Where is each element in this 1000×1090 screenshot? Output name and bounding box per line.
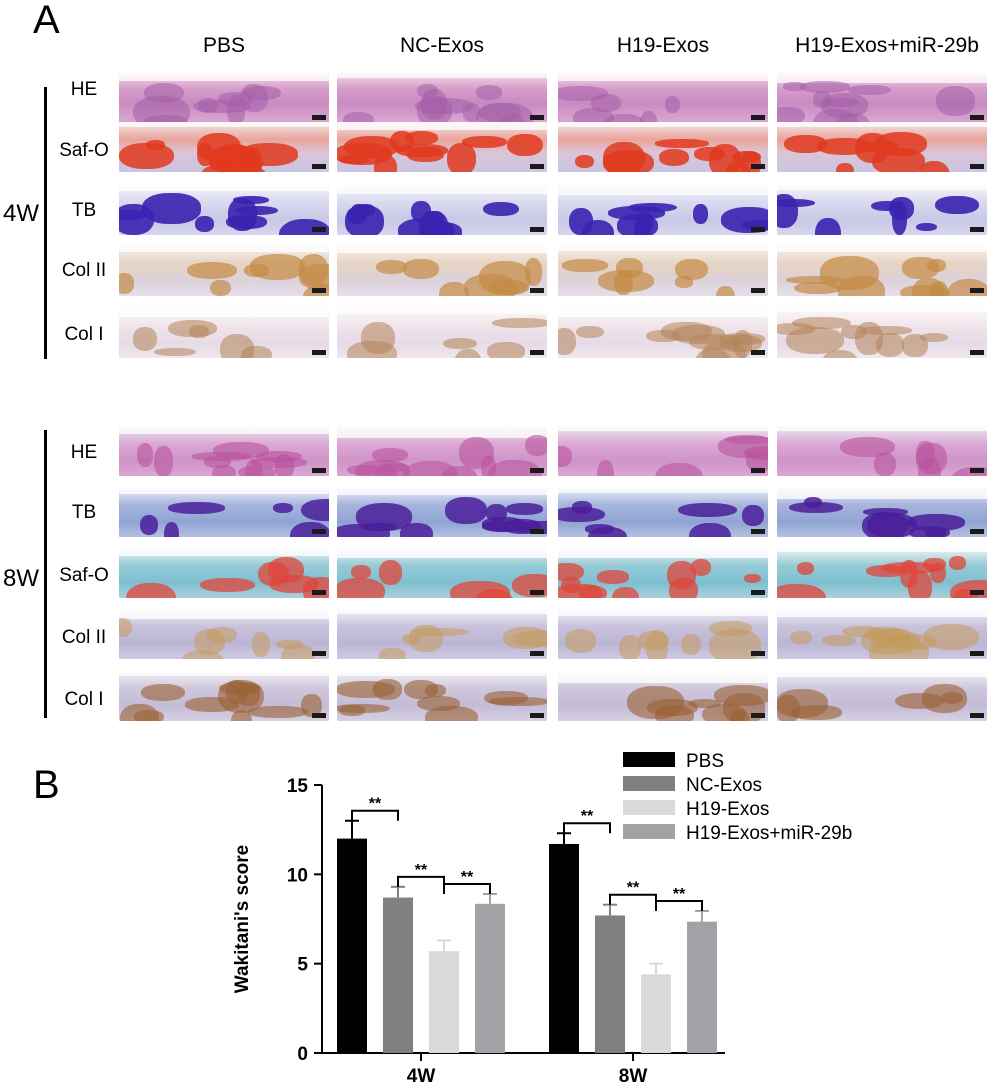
legend-swatch bbox=[623, 752, 675, 767]
bar bbox=[383, 897, 413, 1053]
histology-image bbox=[337, 426, 547, 476]
histology-image bbox=[777, 609, 987, 659]
histology-image bbox=[337, 308, 547, 358]
stain-label-8w-col2: Col II bbox=[61, 627, 107, 648]
y-tick-label: 10 bbox=[287, 865, 308, 886]
bar bbox=[641, 974, 671, 1053]
histology-image bbox=[777, 246, 987, 296]
column-header-pbs: PBS bbox=[202, 34, 246, 57]
legend-label: NC-Exos bbox=[686, 775, 762, 796]
histology-image bbox=[119, 426, 329, 476]
stain-label-4w-tb: TB bbox=[71, 200, 97, 221]
histology-image bbox=[337, 122, 547, 172]
stain-label-4w-col2: Col II bbox=[61, 260, 107, 281]
histology-image bbox=[777, 73, 987, 123]
bar bbox=[337, 838, 367, 1053]
column-header-h19-exos-mir29b: H19-Exos+miR-29b bbox=[795, 34, 979, 57]
week-4-bracket bbox=[44, 87, 47, 359]
y-axis-label: Wakitani's score bbox=[232, 845, 253, 993]
panel-a-label: A bbox=[33, 0, 60, 42]
column-header-h19-exos: H19-Exos bbox=[616, 34, 710, 57]
legend-swatch bbox=[623, 800, 675, 815]
legend-label: H19-Exos bbox=[686, 799, 769, 820]
histology-image bbox=[337, 487, 547, 537]
legend-label: PBS bbox=[686, 751, 724, 772]
histology-image bbox=[777, 185, 987, 235]
significance-label: ** bbox=[415, 862, 428, 879]
x-tick-label: 4W bbox=[407, 1066, 436, 1087]
stain-label-8w-tb: TB bbox=[71, 502, 97, 523]
legend-label: H19-Exos+miR-29b bbox=[686, 823, 852, 844]
bar bbox=[429, 951, 459, 1053]
histology-image bbox=[119, 671, 329, 721]
histology-image bbox=[558, 671, 768, 721]
x-tick-label: 8W bbox=[619, 1066, 648, 1087]
histology-image bbox=[558, 426, 768, 476]
y-tick-label: 5 bbox=[297, 955, 308, 976]
histology-image bbox=[777, 548, 987, 598]
legend-swatch bbox=[623, 824, 675, 839]
bar bbox=[549, 843, 579, 1053]
histology-image bbox=[558, 73, 768, 123]
significance-label: ** bbox=[581, 808, 594, 825]
histology-image bbox=[777, 122, 987, 172]
week-8-bracket bbox=[44, 430, 47, 718]
stain-label-8w-col1: Col I bbox=[64, 689, 104, 710]
y-tick-label: 15 bbox=[287, 776, 309, 797]
bar bbox=[475, 903, 505, 1053]
histology-image bbox=[119, 185, 329, 235]
column-header-nc-exos: NC-Exos bbox=[399, 34, 484, 57]
histology-image bbox=[337, 548, 547, 598]
histology-image bbox=[119, 246, 329, 296]
histology-image bbox=[337, 609, 547, 659]
histology-image bbox=[119, 487, 329, 537]
stain-label-8w-safo: Saf-O bbox=[59, 565, 109, 586]
significance-label: ** bbox=[627, 880, 640, 897]
histology-image bbox=[777, 308, 987, 358]
histology-image bbox=[119, 548, 329, 598]
histology-image bbox=[558, 122, 768, 172]
bar bbox=[687, 921, 717, 1053]
stain-label-4w-he: HE bbox=[70, 79, 98, 100]
stain-label-8w-he: HE bbox=[70, 442, 98, 463]
histology-image bbox=[119, 122, 329, 172]
histology-image bbox=[119, 609, 329, 659]
histology-image bbox=[558, 185, 768, 235]
legend-swatch bbox=[623, 776, 675, 791]
panel-b-label: B bbox=[33, 763, 60, 807]
histology-image bbox=[558, 487, 768, 537]
significance-bracket bbox=[609, 893, 657, 905]
histology-image bbox=[337, 73, 547, 123]
significance-label: ** bbox=[369, 796, 382, 813]
stain-label-4w-safo: Saf-O bbox=[59, 140, 109, 161]
histology-image bbox=[777, 487, 987, 537]
histology-image bbox=[337, 246, 547, 296]
histology-image bbox=[558, 609, 768, 659]
histology-image bbox=[337, 185, 547, 235]
histology-image bbox=[558, 548, 768, 598]
significance-bracket bbox=[655, 899, 703, 911]
significance-bracket bbox=[351, 809, 399, 821]
histology-image bbox=[337, 671, 547, 721]
significance-bracket bbox=[443, 882, 491, 894]
stain-label-4w-col1: Col I bbox=[64, 324, 104, 345]
week-4-label: 4W bbox=[3, 200, 39, 227]
histology-image bbox=[777, 426, 987, 476]
bar bbox=[595, 915, 625, 1053]
histology-image bbox=[777, 671, 987, 721]
significance-label: ** bbox=[673, 886, 686, 903]
y-tick-label: 0 bbox=[297, 1044, 308, 1065]
histology-image bbox=[558, 246, 768, 296]
histology-image bbox=[119, 73, 329, 123]
histology-image bbox=[558, 308, 768, 358]
histology-image bbox=[119, 308, 329, 358]
significance-label: ** bbox=[461, 869, 474, 886]
significance-bracket bbox=[397, 875, 445, 887]
week-8-label: 8W bbox=[3, 565, 39, 592]
significance-bracket bbox=[563, 822, 611, 834]
